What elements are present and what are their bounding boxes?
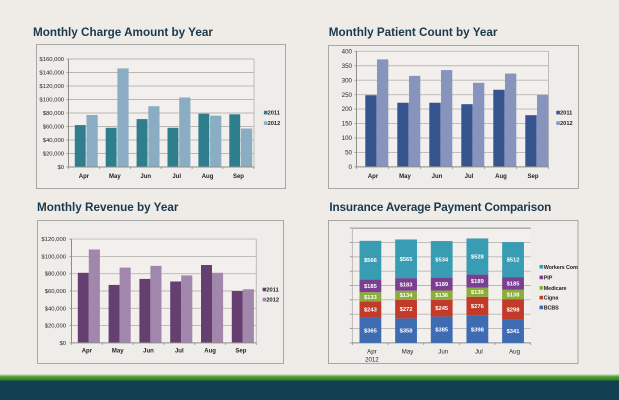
svg-text:$245: $245	[435, 306, 449, 312]
svg-text:$136: $136	[471, 290, 485, 296]
svg-text:Insurance Average Payment Comp: Insurance Average Payment Comparison	[329, 201, 551, 214]
svg-text:$534: $534	[435, 257, 449, 263]
svg-text:Apr: Apr	[368, 174, 379, 180]
svg-text:$185: $185	[507, 281, 521, 287]
svg-text:Apr: Apr	[367, 348, 376, 355]
svg-text:$160,000: $160,000	[39, 57, 64, 63]
svg-text:2012: 2012	[365, 356, 379, 363]
svg-text:$80,000: $80,000	[45, 272, 67, 278]
svg-text:Jul: Jul	[475, 348, 483, 355]
svg-text:$272: $272	[400, 307, 413, 313]
svg-text:Jun: Jun	[438, 348, 448, 355]
svg-text:Aug: Aug	[204, 349, 216, 355]
svg-text:Jun: Jun	[432, 174, 443, 180]
svg-text:150: 150	[342, 121, 353, 128]
svg-text:$134: $134	[400, 293, 414, 299]
svg-text:2011: 2011	[560, 111, 572, 117]
svg-text:Jul: Jul	[172, 174, 181, 180]
svg-text:Jun: Jun	[143, 349, 154, 355]
svg-text:Medicare: Medicare	[544, 286, 567, 292]
svg-text:Sep: Sep	[233, 174, 244, 180]
svg-text:$385: $385	[435, 328, 449, 334]
svg-text:Apr: Apr	[82, 349, 93, 355]
svg-text:200: 200	[342, 106, 353, 113]
svg-text:Aug: Aug	[509, 348, 520, 355]
svg-text:$189: $189	[471, 279, 485, 285]
svg-text:$138: $138	[507, 292, 521, 298]
svg-text:2012: 2012	[560, 121, 573, 127]
svg-text:Monthly Revenue by Year: Monthly Revenue by Year	[37, 201, 179, 214]
svg-text:BCBS: BCBS	[544, 306, 559, 312]
svg-text:Apr: Apr	[79, 174, 90, 180]
svg-text:300: 300	[342, 77, 353, 84]
svg-text:2012: 2012	[268, 121, 281, 127]
svg-text:May: May	[402, 348, 414, 355]
svg-text:350: 350	[342, 63, 353, 70]
svg-text:May: May	[112, 349, 124, 355]
svg-text:$341: $341	[507, 329, 521, 335]
svg-text:$100,000: $100,000	[41, 254, 66, 260]
svg-text:Jul: Jul	[175, 349, 184, 355]
svg-text:Aug: Aug	[495, 174, 507, 180]
svg-text:$189: $189	[435, 282, 449, 288]
svg-text:$243: $243	[364, 308, 378, 314]
svg-text:Cigna: Cigna	[544, 296, 560, 302]
svg-text:$40,000: $40,000	[45, 306, 67, 312]
svg-text:May: May	[399, 174, 411, 180]
svg-text:$365: $365	[364, 328, 378, 334]
svg-text:$120,000: $120,000	[39, 84, 64, 90]
svg-text:$0: $0	[59, 341, 66, 347]
svg-text:$528: $528	[471, 255, 485, 261]
svg-text:2012: 2012	[266, 298, 279, 304]
svg-text:$185: $185	[364, 284, 378, 290]
svg-text:$80,000: $80,000	[43, 111, 65, 117]
svg-text:$512: $512	[507, 258, 520, 264]
svg-text:2011: 2011	[268, 111, 280, 117]
svg-text:$140,000: $140,000	[39, 71, 64, 77]
svg-text:100: 100	[342, 135, 353, 142]
svg-text:50: 50	[345, 150, 352, 157]
svg-text:$20,000: $20,000	[45, 324, 67, 330]
svg-text:Workers Com: Workers Com	[544, 265, 578, 271]
svg-text:Jul: Jul	[465, 174, 474, 180]
svg-text:$565: $565	[400, 257, 414, 263]
svg-text:Monthly Patient Count by Year: Monthly Patient Count by Year	[329, 26, 498, 39]
svg-text:$60,000: $60,000	[43, 125, 65, 131]
svg-text:$60,000: $60,000	[45, 289, 67, 295]
svg-text:$100,000: $100,000	[39, 98, 64, 104]
svg-text:$120,000: $120,000	[41, 237, 66, 243]
svg-text:Monthly Charge Amount by Year: Monthly Charge Amount by Year	[33, 26, 213, 39]
svg-text:$183: $183	[400, 282, 414, 288]
svg-text:$136: $136	[435, 293, 449, 299]
svg-text:$298: $298	[507, 307, 521, 313]
svg-text:$398: $398	[471, 327, 485, 333]
svg-text:2011: 2011	[266, 288, 278, 294]
svg-text:Sep: Sep	[235, 349, 246, 355]
svg-text:PIP: PIP	[544, 276, 553, 282]
svg-text:0: 0	[349, 164, 353, 171]
svg-text:$358: $358	[400, 329, 414, 335]
svg-text:Jun: Jun	[140, 174, 151, 180]
svg-text:Sep: Sep	[527, 174, 538, 180]
svg-text:$276: $276	[471, 304, 485, 310]
svg-text:400: 400	[342, 48, 353, 55]
svg-text:$40,000: $40,000	[43, 138, 65, 144]
svg-text:Aug: Aug	[202, 174, 214, 180]
svg-text:$0: $0	[57, 165, 64, 171]
svg-text:250: 250	[342, 92, 353, 99]
svg-text:May: May	[109, 174, 121, 180]
svg-text:$133: $133	[364, 295, 378, 301]
svg-text:$566: $566	[364, 258, 378, 264]
svg-text:$20,000: $20,000	[43, 152, 65, 158]
